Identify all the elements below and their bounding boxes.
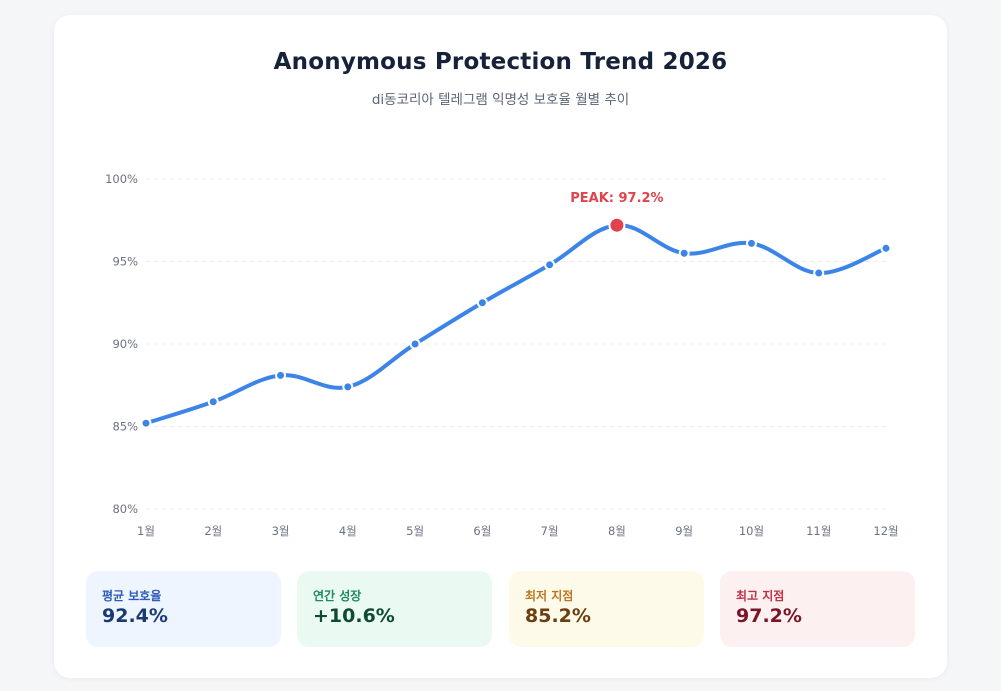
x-tick-label: 9월: [675, 524, 693, 538]
x-tick-label: 7월: [541, 524, 559, 538]
x-tick-label: 3월: [272, 524, 290, 538]
x-tick-label: 4월: [339, 524, 357, 538]
data-point: [880, 242, 892, 254]
x-tick-label: 1월: [137, 524, 155, 538]
peak-annotation: PEAK: 97.2%: [570, 191, 663, 206]
x-tick-label: 2월: [204, 524, 222, 538]
data-point: [476, 297, 488, 309]
stat-label: 연간 성장: [313, 589, 362, 603]
stat-value: 92.4%: [102, 605, 168, 627]
x-tick-label: 10월: [739, 524, 764, 538]
data-point: [745, 237, 757, 249]
stat-value: 85.2%: [525, 605, 591, 627]
stat-value: +10.6%: [313, 605, 395, 627]
x-tick-label: 5월: [406, 524, 424, 538]
y-tick-label: 95%: [112, 255, 138, 269]
stat-card-growth: 연간 성장 +10.6%: [297, 571, 492, 647]
data-point: [140, 417, 152, 429]
data-point: [409, 338, 421, 350]
stat-label: 최저 지점: [525, 589, 574, 603]
y-tick-label: 80%: [112, 502, 138, 516]
chart-card: Anonymous Protection Trend 2026 di동코리아 텔…: [54, 15, 947, 678]
series-line: [144, 223, 888, 426]
stats-row: 평균 보호율 92.4% 연간 성장 +10.6% 최저 지점 85.2% 최고…: [86, 571, 916, 647]
data-point: [342, 381, 354, 393]
x-tick-label: 6월: [473, 524, 491, 538]
stat-card-lowest: 최저 지점 85.2%: [509, 571, 704, 647]
y-tick-label: 85%: [112, 420, 138, 434]
x-tick-label: 12월: [873, 524, 898, 538]
data-point: [544, 259, 556, 271]
peak-point: [608, 216, 626, 234]
data-point: [813, 267, 825, 279]
stat-card-average: 평균 보호율 92.4%: [86, 571, 281, 647]
data-point: [678, 247, 690, 259]
stat-label: 평균 보호율: [102, 589, 162, 603]
stat-card-highest: 최고 지점 97.2%: [720, 571, 915, 647]
data-point: [207, 396, 219, 408]
stat-value: 97.2%: [736, 605, 802, 627]
y-tick-label: 100%: [105, 172, 138, 186]
y-tick-label: 90%: [112, 337, 138, 351]
x-tick-label: 8월: [608, 524, 626, 538]
stat-label: 최고 지점: [736, 589, 785, 603]
chart-subtitle: di동코리아 텔레그램 익명성 보호율 월별 추이: [371, 92, 630, 108]
data-point: [275, 369, 287, 381]
chart-title: Anonymous Protection Trend 2026: [273, 49, 728, 75]
x-tick-label: 11월: [806, 524, 831, 538]
